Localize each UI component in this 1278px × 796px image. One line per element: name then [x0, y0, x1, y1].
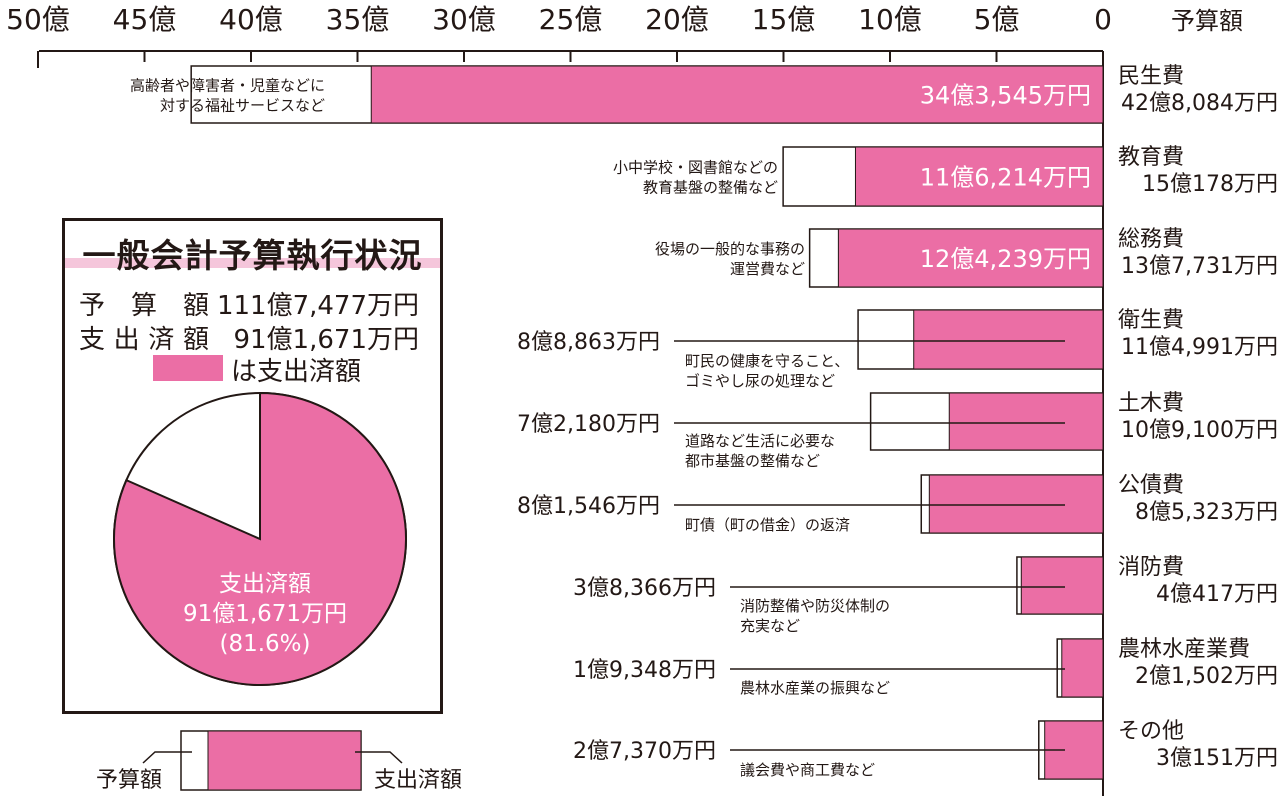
- x-tick-label: 10億: [858, 3, 922, 36]
- x-tick-label: 0: [1094, 3, 1112, 36]
- spent-bar: [948, 392, 1104, 451]
- category-label: 教育費: [1118, 145, 1184, 170]
- category-label: 民生費: [1118, 64, 1184, 89]
- spent-value-label: 12億4,239万円: [920, 245, 1091, 273]
- spent-total-row: 支出済額 91億1,671万円: [79, 319, 419, 356]
- category-label: 衛生費: [1118, 308, 1184, 333]
- category-description: 対する福祉サービスなど: [160, 97, 325, 115]
- category-description: 道路など生活に必要な: [685, 432, 835, 450]
- category-description: 議会費や商工費など: [740, 761, 875, 779]
- spent-value-label: 34億3,545万円: [920, 82, 1091, 110]
- category-description: 町民の健康を守ること、: [685, 352, 849, 370]
- spent-value-label: 8億1,546万円: [517, 494, 660, 519]
- budget-total-row: 予 算 額 111億7,477万円: [79, 285, 419, 322]
- spent-total-value: 91億1,671万円: [233, 325, 419, 355]
- category-description: 運営費など: [730, 260, 805, 278]
- spent-bar: [1061, 638, 1104, 698]
- x-tick-label: 30億: [432, 3, 496, 36]
- category-description: 高齢者や障害者・児童などに: [130, 77, 325, 95]
- budget-total-value: 111億7,477万円: [216, 291, 419, 321]
- category-label: 公債費: [1118, 473, 1184, 498]
- category-label: 農林水産業費: [1118, 637, 1250, 662]
- x-tick-label: 45億: [113, 3, 177, 36]
- spent-value-label: 1億9,348万円: [573, 658, 716, 683]
- legend-budget-label: 予算額: [96, 768, 162, 793]
- legend-budget-leader: [142, 751, 192, 764]
- spent-value-label: 8億8,863万円: [517, 330, 660, 355]
- budget-value-label: 3億151万円: [1156, 746, 1278, 771]
- category-label: 土木費: [1118, 391, 1184, 416]
- budget-value-label: 4億417万円: [1156, 582, 1278, 607]
- budget-value-label: 13億7,731万円: [1121, 254, 1278, 279]
- legend-spent-label: 支出済額: [374, 768, 462, 793]
- pie-spent-slice: [113, 391, 407, 686]
- budget-value-label: 10億9,100万円: [1121, 418, 1278, 443]
- summary-title: 一般会計予算執行状況: [82, 236, 423, 275]
- spent-value-label: 7億2,180万円: [517, 412, 660, 437]
- x-tick-label: 20億: [645, 3, 709, 36]
- budget-value-label: 42億8,084万円: [1121, 91, 1278, 116]
- spent-bar: [928, 474, 1104, 534]
- budget-value-label: 8億5,323万円: [1135, 500, 1278, 525]
- category-label: 総務費: [1118, 227, 1184, 252]
- x-tick-label: 50億: [6, 3, 70, 36]
- spent-value-label: 11億6,214万円: [920, 164, 1091, 192]
- category-description: 役場の一般的な事務の: [655, 240, 805, 258]
- x-tick-label: 35億: [326, 3, 390, 36]
- category-label: その他: [1118, 719, 1184, 744]
- x-tick-label: 15億: [752, 3, 816, 36]
- x-tick-label: 40億: [219, 3, 283, 36]
- budget-value-label: 11億4,991万円: [1121, 335, 1278, 360]
- category-description: 消防整備や防災体制の: [740, 597, 890, 615]
- pie-label-spent: 支出済額: [219, 571, 311, 597]
- category-description: ゴミやし尿の処理など: [685, 372, 835, 390]
- budget-value-label: 2億1,502万円: [1135, 664, 1278, 689]
- category-description: 小中学校・図書館などの: [613, 159, 778, 177]
- pie-label-percent: (81.6%): [219, 631, 311, 657]
- category-description: 町債（町の借金）の返済: [685, 516, 850, 534]
- spent-bar: [1020, 556, 1104, 615]
- spent-total-label: 支出済額: [79, 325, 209, 355]
- pie-label-amount: 91億1,671万円: [182, 601, 348, 627]
- budget-total-label: 予 算 額: [79, 291, 209, 321]
- category-description: 充実など: [740, 617, 800, 635]
- x-tick-label: 25億: [539, 3, 603, 36]
- category-description: 教育基盤の整備など: [643, 179, 778, 197]
- budget-value-label: 15億178万円: [1142, 172, 1278, 197]
- execution-pie-chart: [113, 391, 407, 686]
- spent-bar: [370, 65, 1104, 124]
- category-description: 農林水産業の振興など: [740, 679, 890, 697]
- spent-bar: [913, 309, 1104, 370]
- spent-value-label: 2億7,370万円: [573, 739, 716, 764]
- legend-swatch: [153, 355, 223, 381]
- legend-spent-leader: [355, 751, 403, 764]
- category-label: 消防費: [1118, 555, 1184, 580]
- x-tick-label: 5億: [974, 3, 1020, 36]
- summary-panel: 一般会計予算執行状況 予 算 額 111億7,477万円 支出済額 91億1,671…: [62, 218, 443, 714]
- title-underline: [65, 258, 440, 268]
- legend-text: は支出済額: [231, 357, 362, 387]
- budget-column-header: 予算額: [1171, 7, 1243, 35]
- legend-spent-bar: [207, 730, 362, 791]
- spent-bar: [854, 146, 1104, 207]
- category-description: 都市基盤の整備など: [685, 452, 820, 470]
- spent-bar: [837, 228, 1104, 288]
- spent-value-label: 3億8,366万円: [573, 576, 716, 601]
